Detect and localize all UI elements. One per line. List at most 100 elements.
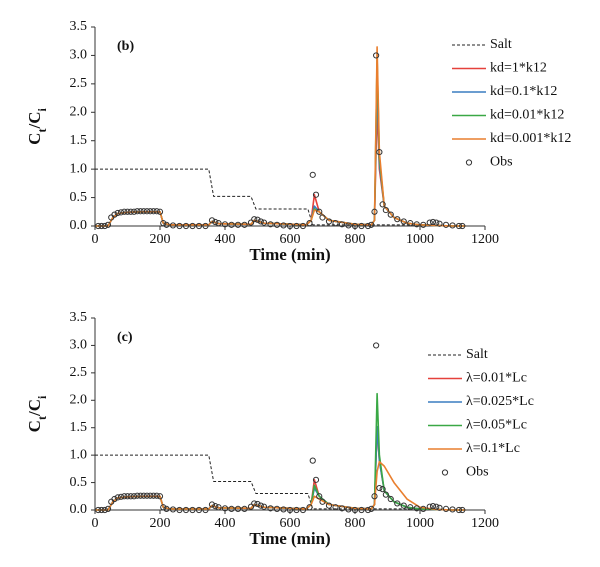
obs-marker <box>332 504 339 511</box>
obs-marker <box>137 492 144 499</box>
obs-marker <box>280 506 287 513</box>
obs-marker <box>394 216 401 223</box>
obs-marker <box>260 503 268 510</box>
y-tick-label: 1.0 <box>70 161 88 176</box>
obs-marker <box>407 504 414 511</box>
x-tick-label: 200 <box>150 232 171 247</box>
obs-marker <box>319 498 326 505</box>
x-axis-title: Time (min) <box>249 529 330 548</box>
obs-marker <box>160 220 167 227</box>
series-line <box>95 80 466 227</box>
y-axis-title-part: t <box>35 129 49 133</box>
legend-label: λ=0.1*Lc <box>466 441 520 456</box>
obs-marker <box>202 506 209 514</box>
legend-label: kd=0.01*k12 <box>490 108 564 123</box>
obs-marker <box>436 220 443 227</box>
obs-marker <box>150 492 157 499</box>
obs-marker <box>338 221 346 228</box>
obs-marker <box>379 201 386 208</box>
legend-label: kd=0.1*k12 <box>490 84 557 99</box>
obs-marker <box>413 505 420 512</box>
obs-marker <box>436 504 443 511</box>
obs-marker <box>420 505 427 513</box>
obs-marker <box>345 506 352 513</box>
panel-label: (c) <box>117 330 133 345</box>
obs-marker <box>150 208 157 215</box>
obs-marker <box>312 476 320 483</box>
obs-marker <box>251 216 258 223</box>
obs-marker <box>345 222 352 229</box>
obs-marker <box>176 506 183 514</box>
y-axis-title-part: /C <box>25 112 44 130</box>
legend-label: kd=0.001*k12 <box>490 131 571 146</box>
y-tick-label: 2.5 <box>70 76 88 91</box>
legend-label: Obs <box>466 465 489 480</box>
obs-marker <box>312 191 320 198</box>
obs-marker <box>111 211 118 218</box>
obs-marker <box>293 506 300 514</box>
obs-marker <box>228 221 235 228</box>
obs-marker <box>394 500 401 507</box>
obs-marker <box>442 221 450 228</box>
y-tick-label: 3.5 <box>70 310 88 325</box>
series-line <box>95 168 420 226</box>
obs-marker <box>147 492 154 499</box>
obs-marker <box>373 52 380 59</box>
y-tick-label: 1.5 <box>70 133 88 148</box>
obs-marker <box>247 503 255 510</box>
x-tick-label: 800 <box>345 232 366 247</box>
obs-marker <box>420 221 427 228</box>
obs-marker <box>351 506 359 514</box>
obs-marker <box>316 493 323 500</box>
obs-marker <box>449 506 456 513</box>
obs-marker <box>212 503 219 510</box>
obs-marker <box>95 222 102 230</box>
legend-label: λ=0.025*Lc <box>466 394 534 409</box>
series-line <box>95 105 466 227</box>
obs-marker <box>373 342 380 349</box>
obs-marker <box>267 505 274 512</box>
obs-marker <box>208 217 216 224</box>
y-axis-title: Ct/Ci <box>25 395 49 432</box>
obs-marker <box>176 222 183 230</box>
obs-marker <box>130 208 138 215</box>
obs-marker <box>140 208 147 215</box>
x-axis-title: Time (min) <box>249 245 330 264</box>
obs-marker <box>376 148 383 156</box>
obs-marker <box>286 222 294 230</box>
obs-marker <box>182 222 190 230</box>
obs-marker <box>429 218 437 226</box>
obs-marker <box>429 503 437 510</box>
obs-marker <box>127 493 134 500</box>
x-tick-label: 1000 <box>406 516 434 531</box>
y-tick-label: 3.0 <box>70 48 88 63</box>
obs-marker <box>95 506 102 514</box>
obs-marker <box>117 493 125 500</box>
obs-marker <box>286 506 294 514</box>
y-tick-label: 0.5 <box>70 475 88 490</box>
obs-marker <box>325 502 333 509</box>
x-tick-label: 600 <box>280 232 301 247</box>
obs-marker <box>338 505 346 512</box>
obs-marker <box>382 491 389 498</box>
legend-label: Salt <box>490 37 512 52</box>
obs-marker <box>371 493 378 500</box>
obs-marker <box>111 495 118 503</box>
obs-marker <box>215 504 222 511</box>
obs-marker <box>153 208 160 215</box>
obs-marker <box>306 220 313 227</box>
obs-marker <box>137 208 144 215</box>
obs-marker <box>98 222 105 230</box>
series-line <box>95 46 466 227</box>
y-tick-label: 1.5 <box>70 420 88 435</box>
obs-marker <box>254 500 261 508</box>
legend-label: Obs <box>490 155 513 170</box>
obs-marker <box>153 492 160 499</box>
obs-marker <box>221 505 229 512</box>
obs-marker <box>98 506 105 514</box>
obs-marker <box>319 214 326 221</box>
obs-marker <box>147 208 154 215</box>
series-line <box>95 392 466 511</box>
obs-marker <box>202 222 209 230</box>
x-tick-label: 1200 <box>471 516 499 531</box>
